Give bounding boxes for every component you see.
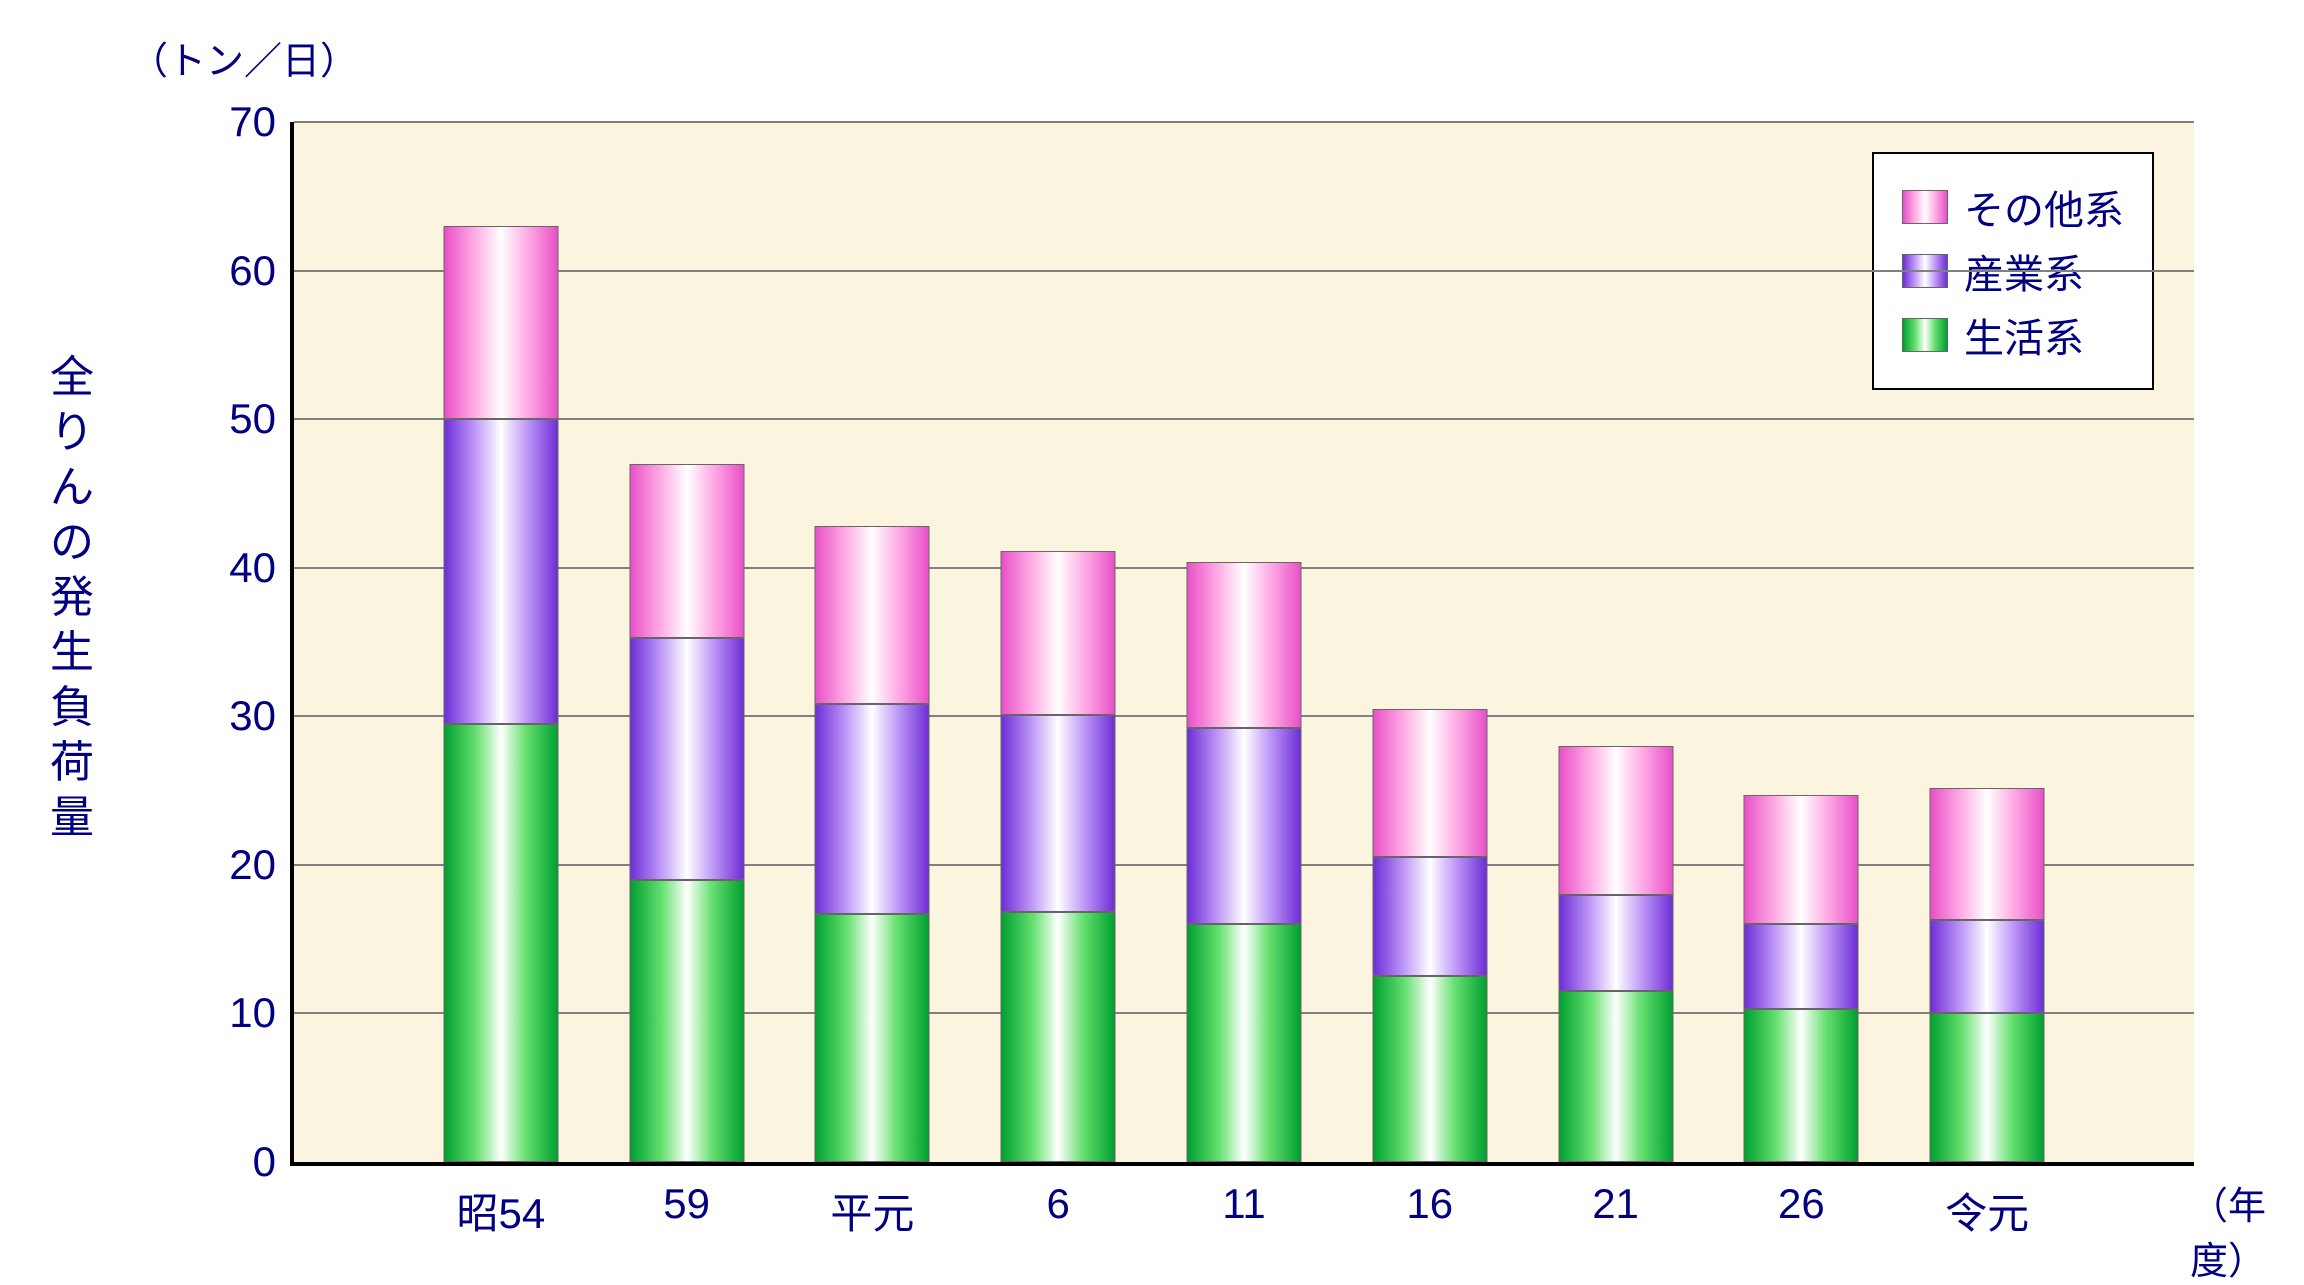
plot-area: その他系産業系生活系 010203040506070昭5459平元6111621…	[290, 122, 2194, 1166]
bar-segment-sonota	[1001, 551, 1116, 714]
ytick-label: 50	[229, 395, 294, 443]
bar-segment-sangyo	[1372, 857, 1487, 976]
bar-segment-sonota	[1744, 795, 1859, 924]
y-unit-label: （トン／日）	[130, 30, 358, 85]
bar-segment-sangyo	[1930, 920, 2045, 1014]
bar-segment-sonota	[815, 526, 930, 704]
bar-segment-sangyo	[1187, 728, 1302, 924]
bar	[1930, 122, 2045, 1162]
x-unit-label: （年度）	[2190, 1175, 2304, 1285]
xtick-label: 26	[1778, 1180, 1825, 1228]
bar-segment-sangyo	[1744, 924, 1859, 1009]
bar-segment-seikatsu	[1187, 924, 1302, 1162]
bar-segment-sangyo	[1558, 895, 1673, 992]
bar-segment-seikatsu	[815, 914, 930, 1162]
bar	[1001, 122, 1116, 1162]
bar-segment-sonota	[443, 226, 558, 419]
bar-segment-seikatsu	[1001, 912, 1116, 1162]
ytick-label: 70	[229, 98, 294, 146]
bar-segment-sonota	[1372, 709, 1487, 858]
xtick-label: 昭54	[457, 1180, 546, 1241]
bar	[629, 122, 744, 1162]
xtick-label: 平元	[830, 1180, 914, 1241]
bar-segment-sonota	[1558, 746, 1673, 895]
bar	[443, 122, 558, 1162]
bar	[1372, 122, 1487, 1162]
ytick-label: 30	[229, 692, 294, 740]
bar-segment-sangyo	[443, 419, 558, 724]
bar	[1187, 122, 1302, 1162]
bar-segment-seikatsu	[1372, 976, 1487, 1162]
ytick-label: 0	[253, 1138, 294, 1186]
bar-segment-seikatsu	[1930, 1013, 2045, 1162]
ytick-label: 10	[229, 989, 294, 1037]
xtick-label: 6	[1047, 1180, 1070, 1228]
xtick-label: 令元	[1945, 1180, 2029, 1241]
ytick-label: 40	[229, 544, 294, 592]
xtick-label: 21	[1592, 1180, 1639, 1228]
bar-segment-seikatsu	[1744, 1009, 1859, 1162]
bar-segment-sonota	[1187, 562, 1302, 728]
chart-container: （トン／日） 全りんの発生負荷量 その他系産業系生活系 010203040506…	[0, 0, 2304, 1281]
ytick-label: 20	[229, 841, 294, 889]
bar	[1744, 122, 1859, 1162]
y-axis-title: 全りんの発生負荷量	[50, 350, 94, 845]
bar-segment-seikatsu	[443, 724, 558, 1162]
bar-segment-sangyo	[629, 638, 744, 880]
bar	[1558, 122, 1673, 1162]
bar-segment-sonota	[1930, 788, 2045, 920]
bar-segment-sangyo	[815, 704, 930, 913]
bar-segment-seikatsu	[1558, 991, 1673, 1162]
bar-segment-seikatsu	[629, 880, 744, 1162]
xtick-label: 11	[1222, 1180, 1266, 1228]
bar	[815, 122, 930, 1162]
xtick-label: 59	[663, 1180, 710, 1228]
bar-segment-sonota	[629, 464, 744, 638]
ytick-label: 60	[229, 247, 294, 295]
bar-segment-sangyo	[1001, 715, 1116, 913]
xtick-label: 16	[1406, 1180, 1453, 1228]
